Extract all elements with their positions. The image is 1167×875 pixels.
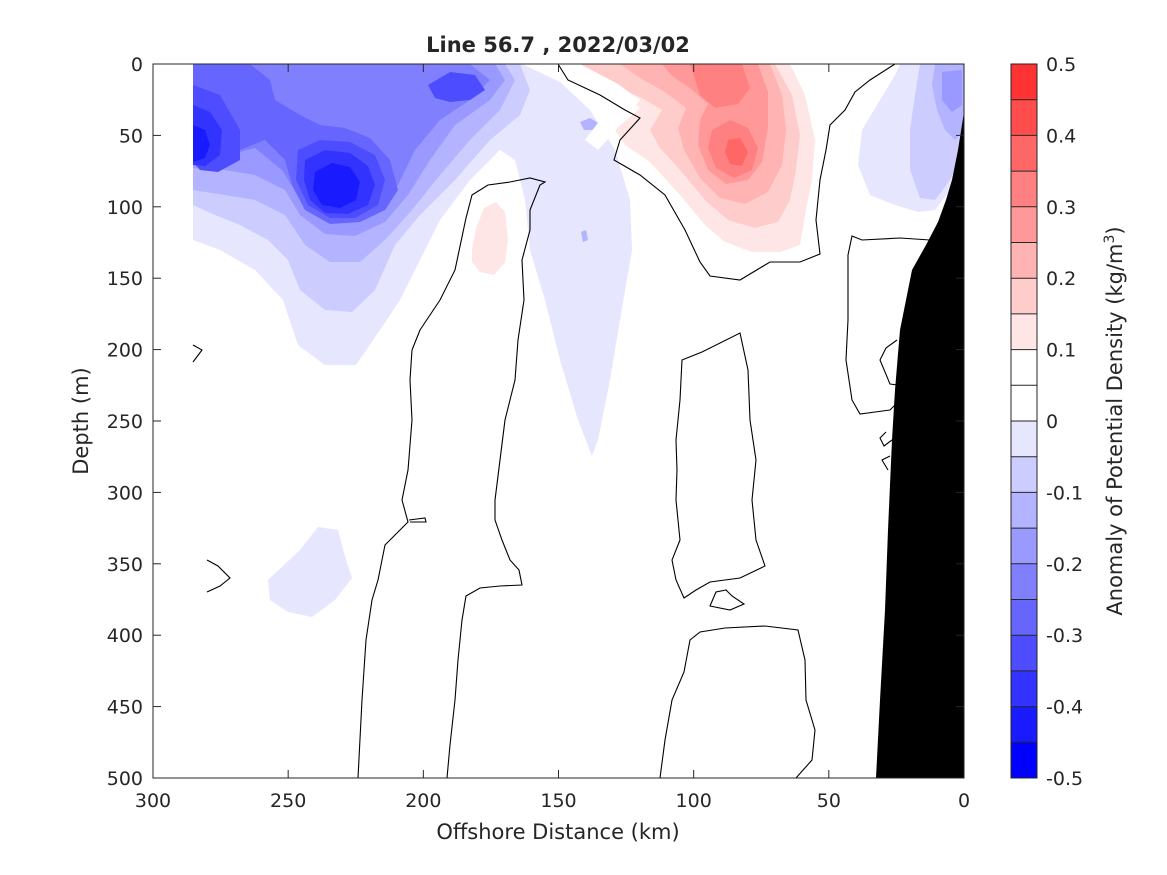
y-tick-label: 200: [107, 340, 143, 362]
colorbar-label-superscript: 3: [1102, 235, 1118, 244]
colorbar-tick-label: -0.1: [1046, 482, 1083, 504]
colorbar-swatch: [1011, 135, 1037, 172]
y-tick-label: 0: [131, 54, 143, 76]
colorbar-swatch: [1011, 278, 1037, 314]
colorbar-tick-label: 0.5: [1046, 54, 1076, 76]
x-axis-label: Offshore Distance (km): [436, 820, 679, 844]
colorbar-tick-label: -0.2: [1046, 554, 1083, 576]
zero-contour-5: [709, 589, 746, 611]
zero-contour-2: [408, 517, 427, 523]
x-tick-label: 50: [817, 790, 841, 812]
zero-contour-11: [206, 559, 231, 593]
colorbar-swatch: [1011, 421, 1037, 457]
y-tick-label: 150: [107, 268, 143, 290]
colorbar-swatch: [1011, 171, 1037, 207]
y-tick-label: 100: [107, 197, 143, 219]
y-tick-label: 50: [119, 125, 143, 147]
colorbar-tick-label: 0: [1046, 411, 1058, 433]
zero-contour-3: [659, 625, 816, 778]
y-tick-label: 350: [107, 554, 143, 576]
colorbar-swatch: [1011, 313, 1037, 350]
colorbar-tick-label: 0.3: [1046, 197, 1076, 219]
zero-contour-12: [192, 344, 203, 363]
contour-fills: [193, 64, 964, 778]
y-tick-label: 500: [107, 768, 143, 790]
colorbar-swatch: [1011, 635, 1037, 671]
colorbar-swatch: [1011, 64, 1037, 100]
x-axis-ticks: 300 250 200 150 100 50 0: [135, 64, 970, 812]
contour-gap-zero-coast: [812, 118, 830, 128]
colorbar-label-main: Anomaly of Potential Density (kg/m: [1103, 244, 1127, 616]
bathymetry-seafloor: [876, 112, 964, 778]
colorbar-tick-label: 0.2: [1046, 268, 1076, 290]
colorbar-swatch: [1011, 492, 1037, 529]
colorbar-ticks: 0.5 0.4 0.3 0.2 0.1 0 -0.1 -0.2 -0.3 -0.4 -0.5: [1046, 54, 1083, 790]
zero-contour-8: [879, 339, 906, 387]
colorbar-tick-label: -0.3: [1046, 625, 1083, 647]
zero-contour-7: [845, 235, 931, 415]
contour-band-pos-0.3: [725, 138, 748, 166]
y-tick-label: 300: [107, 482, 143, 504]
x-tick-label: 200: [405, 790, 441, 812]
colorbar-tick-label: 0.4: [1046, 125, 1076, 147]
y-tick-label: 400: [107, 625, 143, 647]
colorbar-swatch: [1011, 242, 1037, 279]
contour-band-neg-coastal-0.2: [942, 70, 962, 112]
colorbar-swatch: [1011, 599, 1037, 636]
chart-title: Line 56.7 , 2022/03/02: [426, 33, 690, 57]
x-tick-label: 0: [958, 790, 970, 812]
colorbar-swatch: [1011, 563, 1037, 600]
colorbar-tick-label: -0.5: [1046, 768, 1083, 790]
colorbar-tick-label: -0.4: [1046, 697, 1083, 719]
contour-band-pos-weak-patch: [472, 202, 508, 275]
colorbar-tick-label: 0.1: [1046, 340, 1076, 362]
contour-band-neg-0.45: [193, 125, 360, 208]
x-tick-label: 100: [676, 790, 712, 812]
zero-contour-6: [557, 64, 896, 281]
colorbar-swatch: [1011, 528, 1037, 564]
colorbar-swatch: [1011, 385, 1037, 421]
colorbar-frame: [1010, 63, 1038, 779]
colorbar: [1011, 64, 1037, 778]
x-tick-label: 150: [540, 790, 576, 812]
colorbar-label-suffix: ): [1103, 226, 1127, 234]
y-axis-ticks: 0 50 100 150 200 250 300 350 400 450 500: [107, 54, 964, 790]
zero-contour-4: [671, 332, 766, 599]
colorbar-label: Anomaly of Potential Density (kg/m3): [1102, 226, 1127, 615]
colorbar-swatch: [1011, 742, 1037, 778]
colorbar-swatch: [1011, 670, 1037, 707]
y-tick-label: 250: [107, 411, 143, 433]
colorbar-swatch: [1011, 456, 1037, 493]
y-tick-label: 450: [107, 697, 143, 719]
zero-contour-1: [357, 177, 547, 778]
contour-band-neg-0.05-deep: [268, 527, 352, 617]
colorbar-swatch: [1011, 349, 1037, 386]
contour-band-neg-0.35: [193, 72, 485, 218]
colorbar-swatch: [1011, 206, 1037, 243]
x-tick-label: 300: [135, 790, 171, 812]
colorbar-swatch: [1011, 706, 1037, 743]
y-axis-label: Depth (m): [69, 367, 93, 474]
colorbar-swatch: [1011, 99, 1037, 136]
zero-contour-9: [879, 431, 893, 447]
x-tick-label: 250: [270, 790, 306, 812]
zero-contour-10: [881, 455, 891, 471]
zero-contour-lines: [192, 64, 931, 778]
